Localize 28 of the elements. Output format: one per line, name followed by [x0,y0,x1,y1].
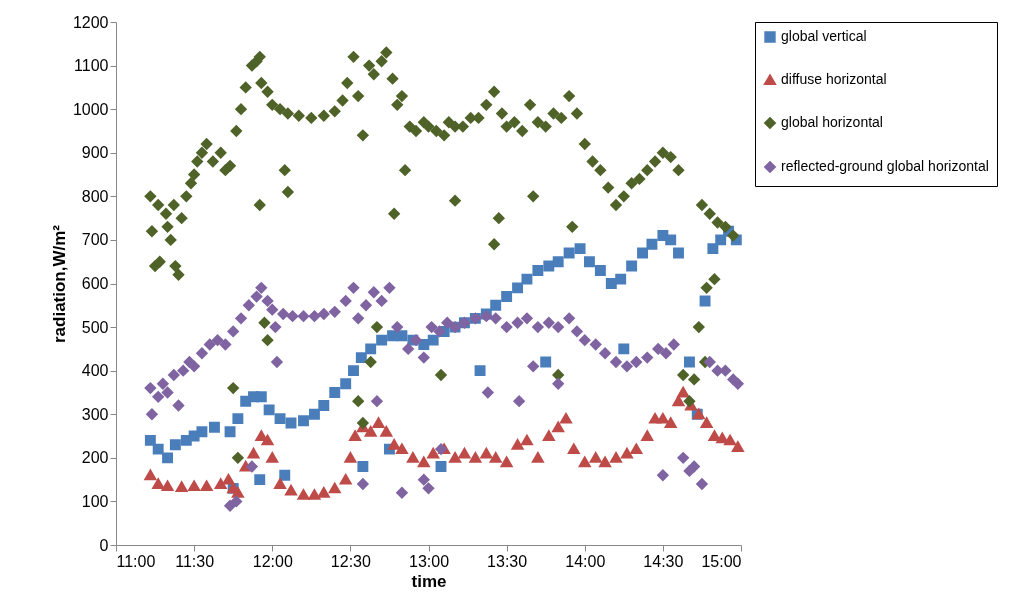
legend-label: reflected-ground global horizontal [781,158,989,174]
y-tick-label: 200 [81,449,109,467]
y-tick-label: 300 [81,405,109,423]
x-tick-label: 12:30 [330,552,371,570]
y-tick-label: 1200 [72,13,109,31]
x-tick-label: 11:00 [116,552,156,570]
x-tick-label: 14:30 [643,552,684,570]
y-axis-title: radiation,W/m² [49,224,69,344]
x-tick-label: 15:00 [701,552,742,570]
legend-label: diffuse horizontal [781,71,887,87]
x-tick-label: 13:00 [408,552,450,570]
y-tick-label: 600 [81,275,109,292]
legend-label: global vertical [781,28,867,44]
x-tick-label: 11:30 [175,552,215,570]
legend-label: global horizontal [781,114,883,130]
y-tick-label: 700 [81,231,109,249]
y-tick-label: 400 [81,362,109,380]
y-tick-label: 800 [81,187,109,205]
y-tick-label: 100 [81,492,109,510]
y-tick-label: 1000 [72,100,109,118]
x-tick-label: 14:00 [565,552,606,570]
y-tick-label: 1100 [74,57,109,75]
y-tick-label: 0 [99,536,109,554]
y-tick-label: 900 [81,144,109,162]
x-tick-label: 13:30 [487,552,528,570]
x-axis-title: time [411,571,447,591]
x-tick-label: 12:00 [252,552,293,570]
y-tick-label: 500 [81,318,109,336]
